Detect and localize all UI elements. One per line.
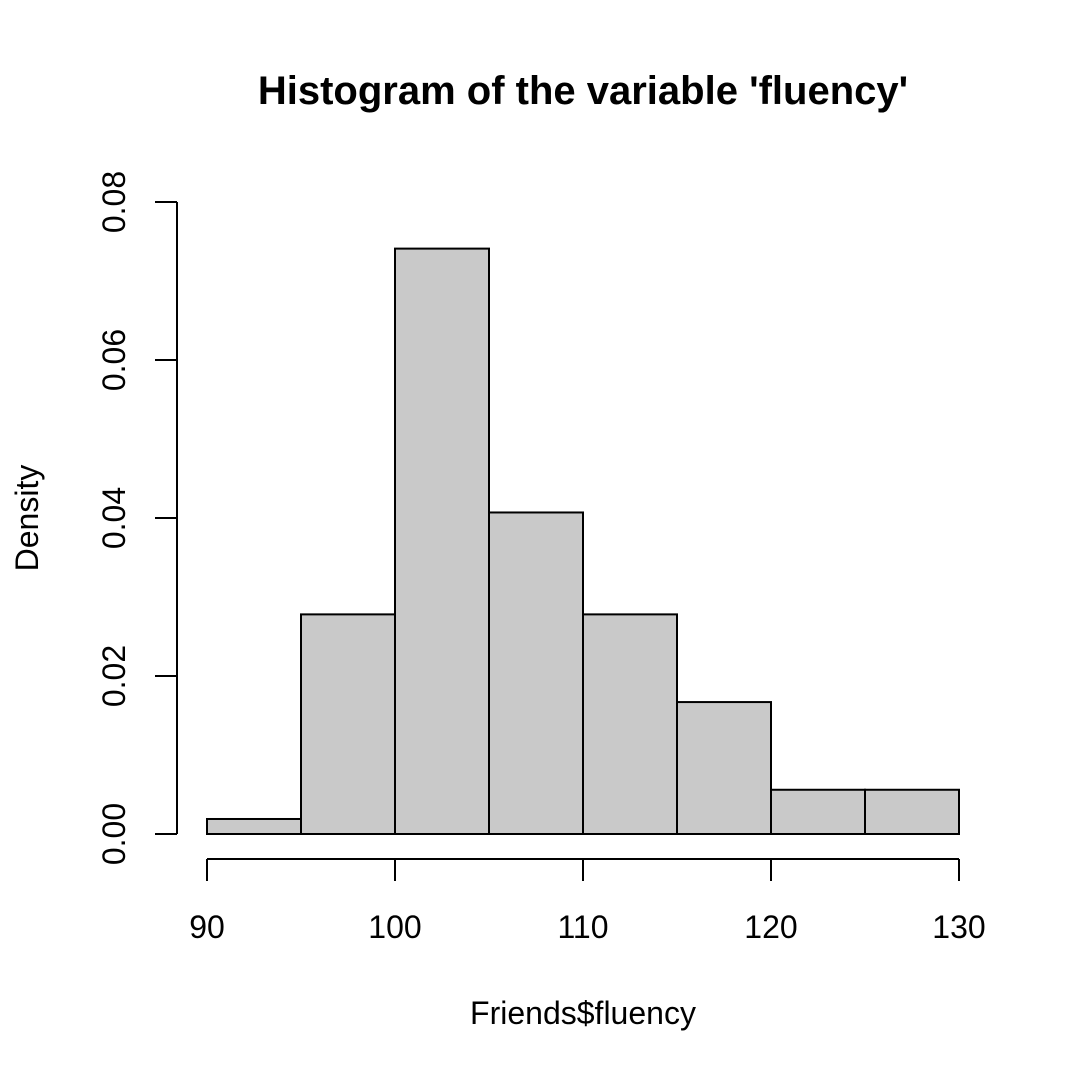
histogram-bars xyxy=(206,247,960,836)
y-axis: 0.00 0.02 0.04 0.06 0.08 xyxy=(96,171,178,865)
x-tick-label: 130 xyxy=(932,909,985,945)
histogram-bar-115-120 xyxy=(676,701,772,835)
histogram-bar-100-105 xyxy=(394,247,490,836)
x-tick-label: 120 xyxy=(744,909,797,945)
y-tick-label: 0.02 xyxy=(96,645,132,707)
y-axis-label: Density xyxy=(9,465,45,572)
y-tick-label: 0.00 xyxy=(96,803,132,865)
x-tick-label: 110 xyxy=(557,909,608,945)
histogram-bar-125-130 xyxy=(864,788,960,836)
x-tick-label: 90 xyxy=(189,909,225,945)
chart-title: Histogram of the variable 'fluency' xyxy=(258,69,908,113)
x-axis: 90 100 110 120 130 xyxy=(189,858,986,945)
histogram-bar-120-125 xyxy=(770,788,866,836)
x-axis-label: Friends$fluency xyxy=(470,995,696,1031)
histogram-bar-105-110 xyxy=(488,511,584,835)
histogram-bar-110-115 xyxy=(582,613,678,835)
y-tick-label: 0.04 xyxy=(96,487,132,549)
histogram-bar-95-100 xyxy=(300,613,396,835)
x-tick-label: 100 xyxy=(368,909,421,945)
y-tick-label: 0.08 xyxy=(96,171,132,233)
y-tick-label: 0.06 xyxy=(96,329,132,391)
histogram-bar-90-95 xyxy=(206,817,302,835)
